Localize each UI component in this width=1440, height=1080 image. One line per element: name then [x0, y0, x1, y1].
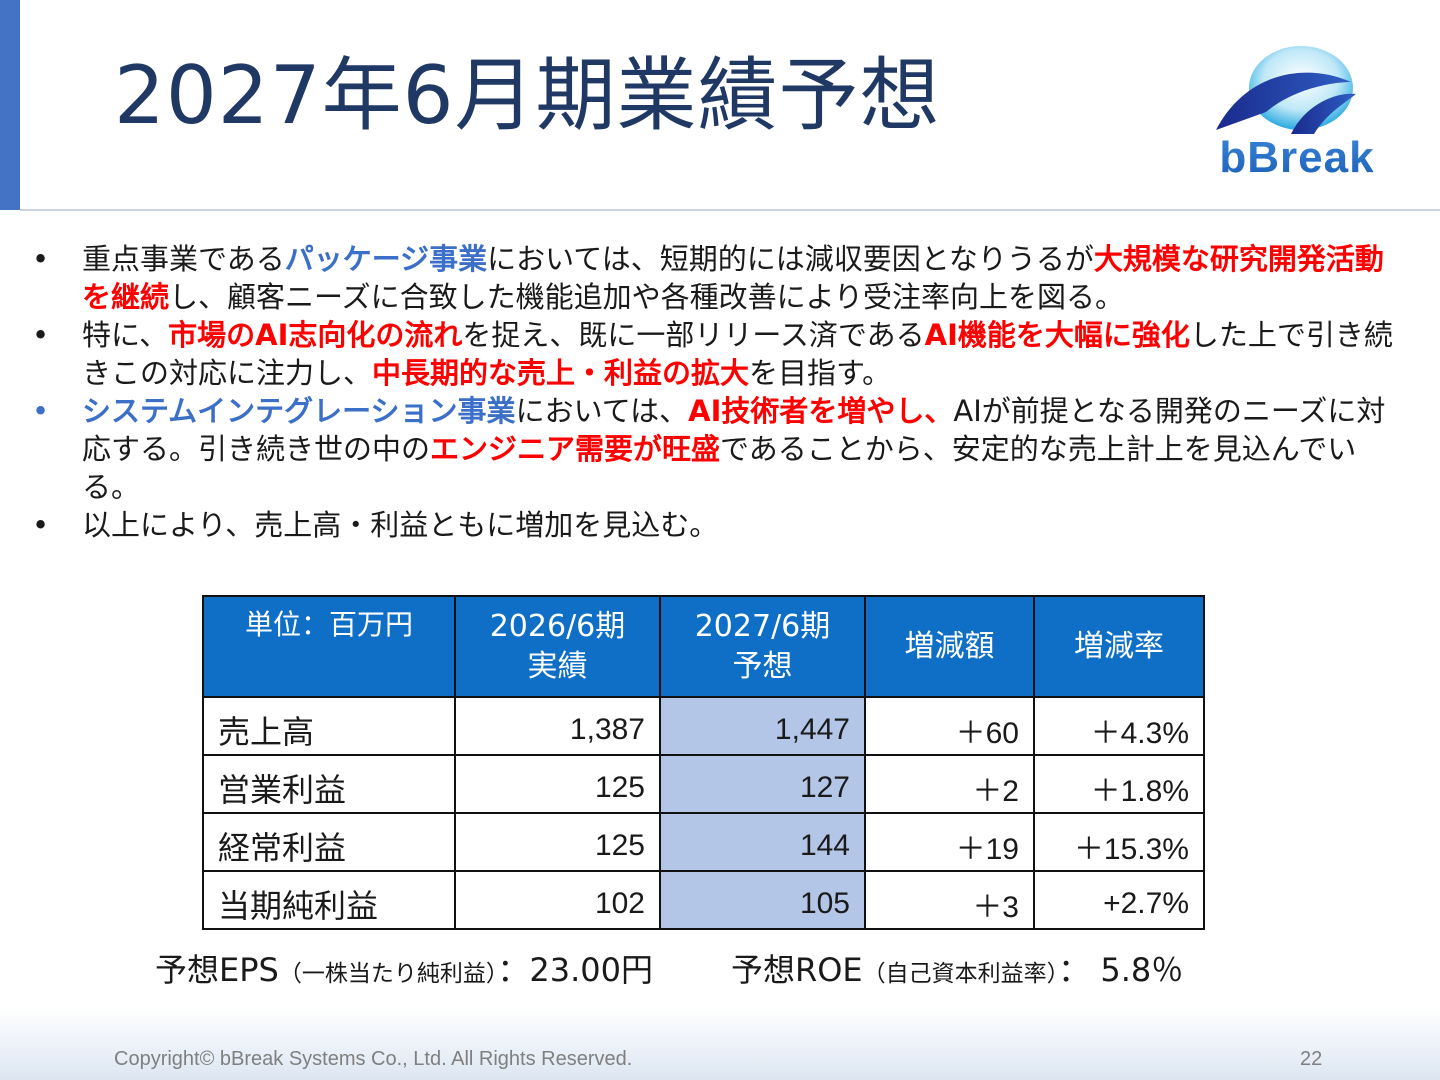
- forecast-cell: 127: [659, 754, 866, 814]
- roe-value: 5.8％: [1100, 951, 1184, 989]
- forecast-metrics: 予想EPS（一株当たり純利益）：23.00円 予想ROE（自己資本利益率）： 5.…: [155, 945, 1183, 991]
- diff-cell: ＋19: [864, 812, 1035, 872]
- copyright-text: Copyright© bBreak Systems Co., Ltd. All …: [114, 1048, 633, 1070]
- table-row: 売上高 1,387 1,447 ＋60 ＋4.3%: [202, 696, 1205, 756]
- slide-title: 2027年6月期業績予想: [114, 49, 941, 142]
- rate-cell: ＋15.3%: [1033, 812, 1205, 872]
- highlight-blue: システムインテグレーション事業: [82, 394, 516, 428]
- forecast-cell: 105: [659, 870, 866, 930]
- header-rate: 増減率: [1033, 595, 1205, 698]
- logo-wordmark: bBreak: [1219, 133, 1374, 182]
- bullet-marker: •: [32, 394, 50, 428]
- bullet-text: 以上により、売上高・利益ともに増加を見込む。: [82, 508, 719, 542]
- table-row: 経常利益 125 144 ＋19 ＋15.3%: [202, 812, 1205, 872]
- header-unit: 単位：百万円: [202, 595, 456, 698]
- rate-cell: +2.7%: [1033, 870, 1205, 930]
- roe-label: 予想ROE: [730, 951, 863, 989]
- bullet-list: • 重点事業であるパッケージ事業においては、短期的には減収要因となりうるが大規模な…: [30, 240, 1410, 544]
- bullet-marker: •: [32, 242, 50, 276]
- header-actual-label: 2026/6期 実績: [489, 608, 626, 684]
- row-label: 営業利益: [202, 754, 456, 814]
- table-row: 営業利益 125 127 ＋2 ＋1.8%: [202, 754, 1205, 814]
- bullet-text: した上で引き続きこの対応に注力し、: [82, 318, 1393, 390]
- row-label: 売上高: [202, 696, 456, 756]
- bullet-text: 重点事業である: [82, 242, 285, 276]
- actual-cell: 102: [454, 870, 661, 930]
- bullet-text: し、顧客ニーズに合致した機能追加や各種改善により受注率向上を図る。: [169, 280, 1124, 314]
- diff-cell: ＋2: [864, 754, 1035, 814]
- bullet-text: であることから、安定的な売上計上を見込んでいる。: [82, 432, 1357, 504]
- bullet-item: • 特に、市場のAI志向化の流れを捉え、既に一部リリース済であるAI機能を大幅に強…: [30, 316, 1410, 392]
- bullet-text: においては、短期的には減収要因となりうるが: [487, 242, 1094, 276]
- highlight-red: AI機能を大幅に強化: [924, 318, 1190, 352]
- diff-cell: ＋3: [864, 870, 1035, 930]
- header-forecast-label: 2027/6期 予想: [694, 608, 831, 684]
- actual-cell: 1,387: [454, 696, 661, 756]
- rate-cell: ＋4.3%: [1033, 696, 1205, 756]
- row-label: 経常利益: [202, 812, 456, 872]
- header-diff: 増減額: [864, 595, 1035, 698]
- forecast-cell: 1,447: [659, 696, 866, 756]
- bullet-marker: •: [32, 318, 50, 352]
- accent-bar: [0, 0, 20, 210]
- results-table: 単位：百万円 2026/6期 実績 2027/6期 予想 増減額 増減率 売上高 1…: [202, 595, 1205, 930]
- bullet-item: • 重点事業であるパッケージ事業においては、短期的には減収要因となりうるが大規模な…: [30, 240, 1410, 316]
- eps-value: 23.00円: [529, 951, 653, 989]
- highlight-blue: パッケージ事業: [284, 242, 488, 276]
- header-actual: 2026/6期 実績: [454, 595, 661, 698]
- row-label: 当期純利益: [202, 870, 456, 930]
- table-header-row: 単位：百万円 2026/6期 実績 2027/6期 予想 増減額 増減率: [202, 595, 1205, 698]
- eps-note: （一株当たり純利益）: [278, 961, 498, 987]
- bullet-text: においては、: [515, 394, 689, 428]
- diff-cell: ＋60: [864, 696, 1035, 756]
- forecast-cell: 144: [659, 812, 866, 872]
- header-forecast: 2027/6期 予想: [659, 595, 866, 698]
- bullet-item: • 以上により、売上高・利益ともに増加を見込む。: [30, 506, 1410, 544]
- bullet-text: 特に、: [82, 318, 169, 352]
- footer-band: [0, 1008, 1440, 1080]
- bullet-item: • システムインテグレーション事業においては、AI技術者を増やし、AIが前提となる…: [30, 392, 1410, 506]
- eps-separator: ：: [497, 951, 530, 989]
- page-number: 22: [1300, 1048, 1323, 1070]
- actual-cell: 125: [454, 812, 661, 872]
- bullet-marker: •: [32, 508, 50, 542]
- actual-cell: 125: [454, 754, 661, 814]
- highlight-red: 中長期的な売上・利益の拡大: [372, 356, 750, 390]
- rate-cell: ＋1.8%: [1033, 754, 1205, 814]
- highlight-red: AI技術者を増やし、: [688, 394, 954, 428]
- highlight-red: エンジニア需要が旺盛: [430, 432, 721, 466]
- roe-note: （自己資本利益率）: [862, 961, 1059, 987]
- title-divider: [20, 209, 1440, 211]
- bbreak-logo: bBreak: [1186, 42, 1408, 182]
- bullet-text: を目指す。: [749, 356, 892, 390]
- bullet-text: を捉え、既に一部リリース済である: [462, 318, 925, 352]
- eps-label: 予想EPS: [155, 951, 279, 989]
- roe-separator: ：: [1058, 951, 1091, 989]
- highlight-red: 市場のAI志向化の流れ: [168, 318, 463, 352]
- table-row: 当期純利益 102 105 ＋3 +2.7%: [202, 870, 1205, 930]
- highlight-red: 大規模な研究開発活動を継続: [82, 242, 1384, 314]
- bullet-text: AIが前提となる開発のニーズに対応する。引き続き世の中の: [82, 394, 1386, 466]
